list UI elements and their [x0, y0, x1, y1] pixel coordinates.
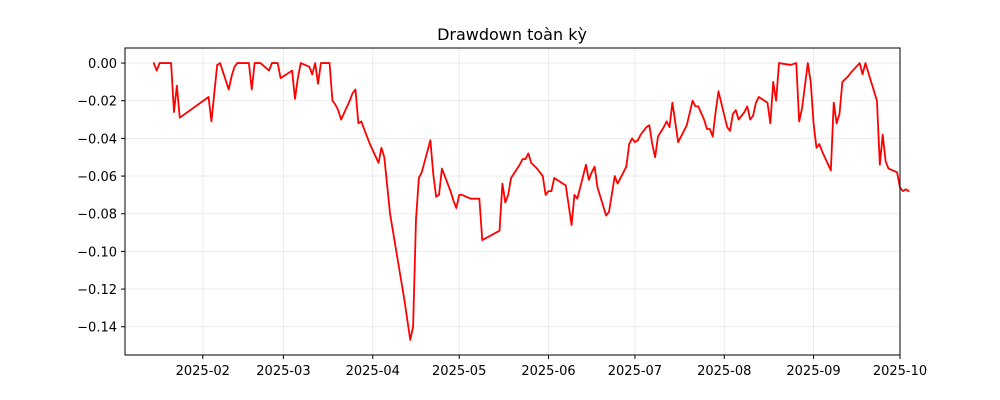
x-axis: 2025-02 2025-03 2025-04 2025-05 2025-06 2025-…	[176, 355, 927, 379]
y-tick-label: −0.14	[77, 321, 117, 336]
x-tick-label: 2025-09	[786, 364, 840, 379]
chart-title: Drawdown toàn kỳ	[437, 25, 587, 44]
x-tick-label: 2025-02	[176, 364, 230, 379]
x-tick-label: 2025-05	[432, 364, 486, 379]
x-tick-label: 2025-08	[697, 364, 751, 379]
grid	[125, 48, 901, 355]
drawdown-line	[152, 62, 910, 341]
x-tick-label: 2025-06	[521, 364, 575, 379]
y-tick-label: −0.02	[77, 95, 117, 110]
y-tick-label: −0.06	[77, 170, 117, 185]
y-tick-label: 0.00	[88, 57, 117, 72]
x-tick-label: 2025-10	[873, 364, 927, 379]
x-tick-label: 2025-04	[346, 364, 400, 379]
y-tick-label: −0.12	[77, 283, 117, 298]
y-axis: 0.00 −0.02 −0.04 −0.06 −0.08 −0.10 −0.12 −0.14	[77, 57, 125, 336]
plot-frame	[124, 47, 901, 356]
y-tick-label: −0.04	[77, 132, 117, 147]
x-tick-label: 2025-07	[608, 364, 662, 379]
series-layer	[152, 62, 910, 341]
y-tick-label: −0.08	[77, 208, 117, 223]
x-tick-label: 2025-03	[256, 364, 310, 379]
y-tick-label: −0.10	[77, 245, 117, 260]
